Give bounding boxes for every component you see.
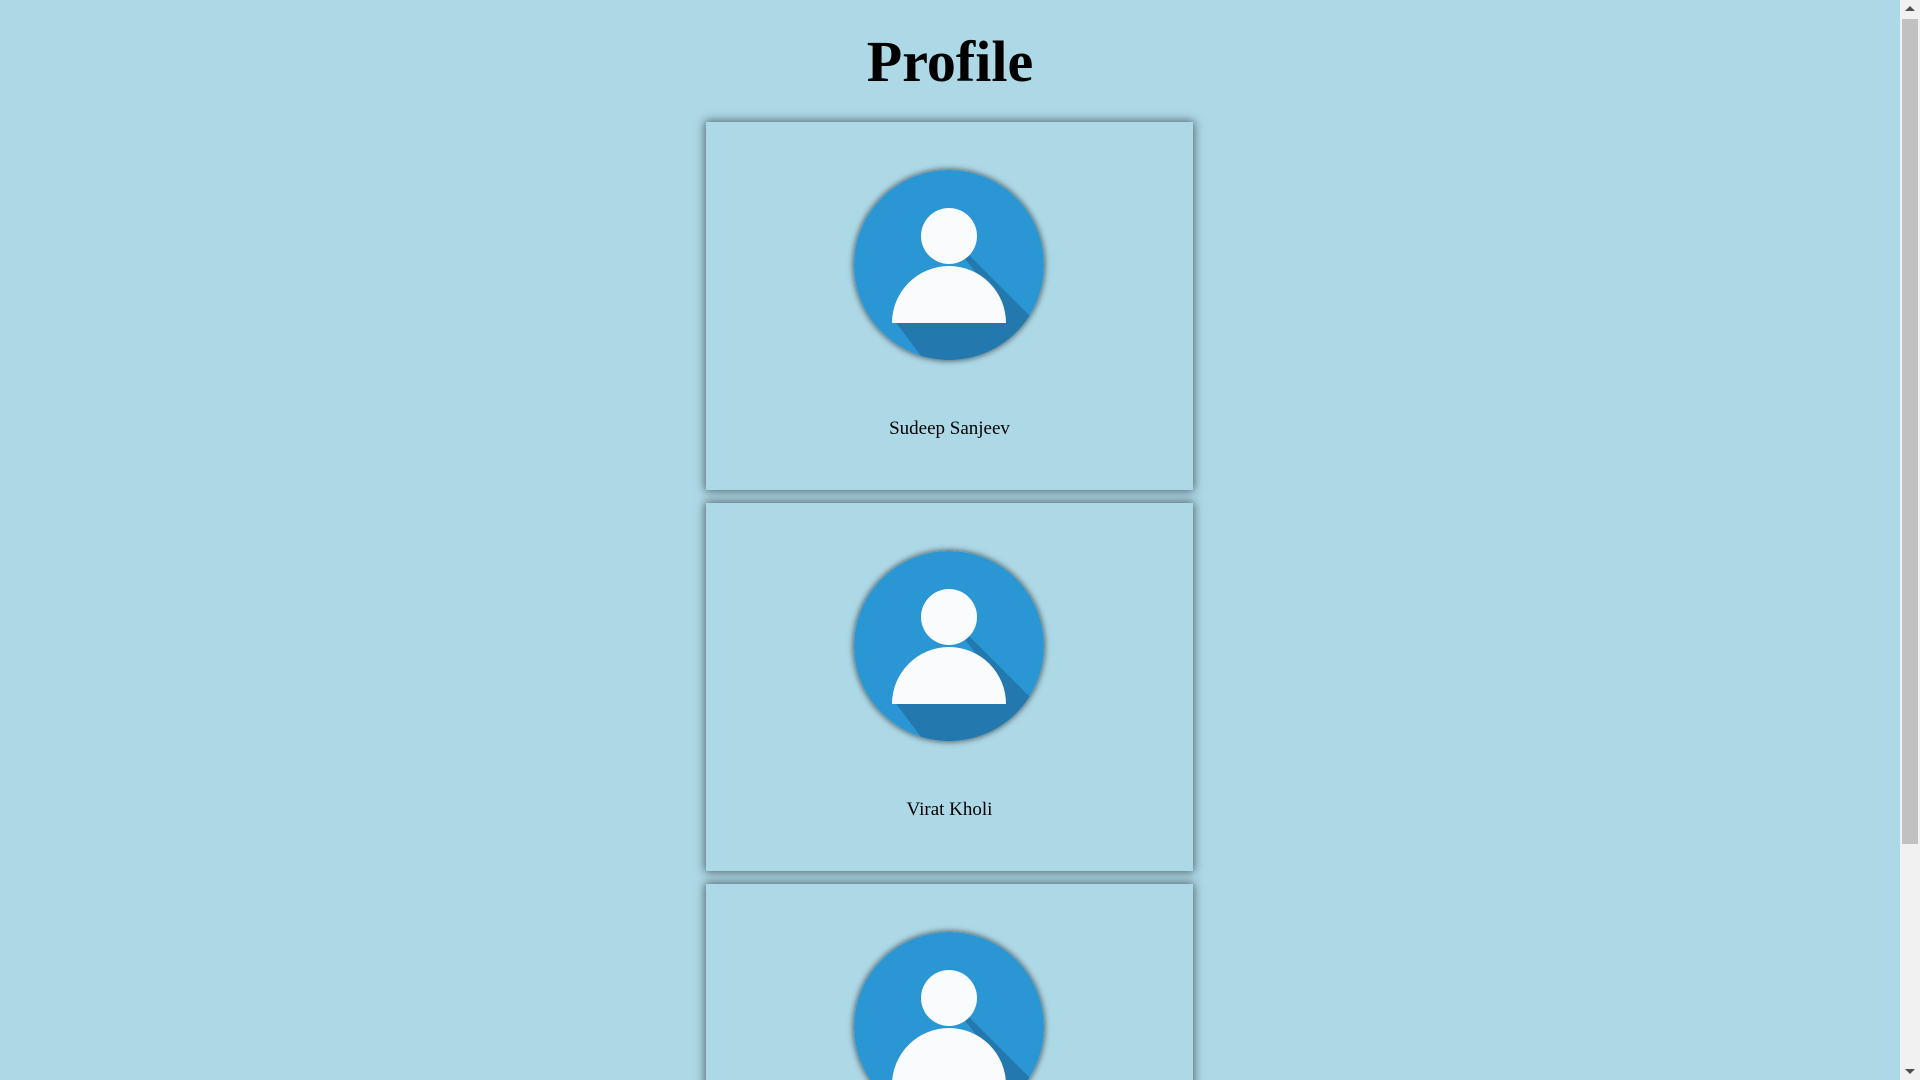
profile-name: Virat Kholi [906,799,993,820]
scroll-up-arrow-icon[interactable] [1900,0,1920,17]
profile-card: Sudeep Sanjeev [706,122,1193,490]
user-avatar-icon [854,170,1044,360]
profile-name: Sudeep Sanjeev [889,418,1010,439]
profile-card: Virat Kholi [706,503,1193,871]
user-avatar-icon [854,551,1044,741]
profile-card-list: Sudeep Sanjeev Virat Kholi [706,122,1193,1080]
vertical-scrollbar[interactable] [1900,0,1920,1080]
scroll-down-arrow-icon[interactable] [1900,1063,1920,1080]
scrollbar-thumb[interactable] [1902,19,1918,844]
profile-card [706,884,1193,1080]
user-avatar-icon [854,932,1044,1080]
page-title: Profile [866,29,1034,94]
